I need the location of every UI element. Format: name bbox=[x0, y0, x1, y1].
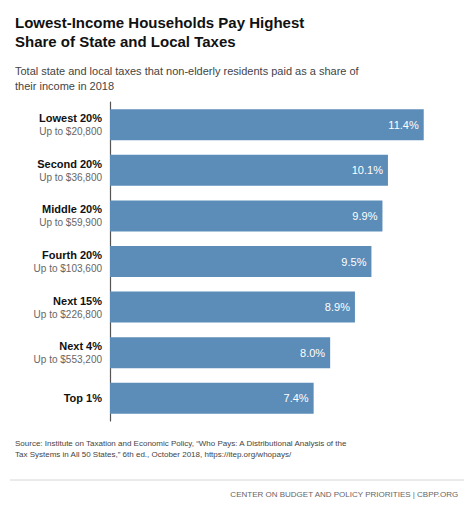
svg-text:CENTER ON BUDGET AND POLICY PR: CENTER ON BUDGET AND POLICY PRIORITIES |… bbox=[230, 490, 458, 499]
svg-text:Up to $226,800: Up to $226,800 bbox=[34, 309, 103, 320]
svg-text:Up to $103,600: Up to $103,600 bbox=[34, 263, 103, 274]
svg-text:8.0%: 8.0% bbox=[300, 347, 325, 359]
svg-text:Next 4%: Next 4% bbox=[59, 340, 102, 352]
svg-text:7.4%: 7.4% bbox=[284, 392, 309, 404]
svg-text:Up to $553,200: Up to $553,200 bbox=[34, 354, 103, 365]
svg-text:Source: Institute on Taxation: Source: Institute on Taxation and Econom… bbox=[15, 439, 347, 448]
svg-text:their income in 2018: their income in 2018 bbox=[15, 80, 114, 92]
svg-text:Lowest-Income Households Pay H: Lowest-Income Households Pay Highest bbox=[15, 14, 304, 31]
svg-text:Second 20%: Second 20% bbox=[37, 158, 102, 170]
svg-text:Total state and local taxes th: Total state and local taxes that non-eld… bbox=[15, 65, 360, 77]
svg-text:Top 1%: Top 1% bbox=[64, 392, 103, 404]
svg-text:9.9%: 9.9% bbox=[352, 210, 377, 222]
svg-text:Lowest 20%: Lowest 20% bbox=[39, 112, 102, 124]
svg-text:Fourth 20%: Fourth 20% bbox=[42, 249, 102, 261]
svg-text:Up to $20,800: Up to $20,800 bbox=[39, 126, 102, 137]
svg-text:8.9%: 8.9% bbox=[325, 301, 350, 313]
svg-text:9.5%: 9.5% bbox=[341, 256, 366, 268]
svg-text:Share of State and Local Taxes: Share of State and Local Taxes bbox=[15, 33, 236, 50]
svg-text:Next 15%: Next 15% bbox=[53, 295, 102, 307]
svg-text:10.1%: 10.1% bbox=[352, 164, 383, 176]
svg-text:Middle 20%: Middle 20% bbox=[42, 203, 102, 215]
svg-text:Tax Systems in All 50 States,”: Tax Systems in All 50 States,” 6th ed., … bbox=[15, 450, 292, 459]
svg-text:Up to $59,900: Up to $59,900 bbox=[39, 217, 102, 228]
svg-text:11.4%: 11.4% bbox=[388, 119, 419, 131]
svg-text:Up to $36,800: Up to $36,800 bbox=[39, 172, 102, 183]
